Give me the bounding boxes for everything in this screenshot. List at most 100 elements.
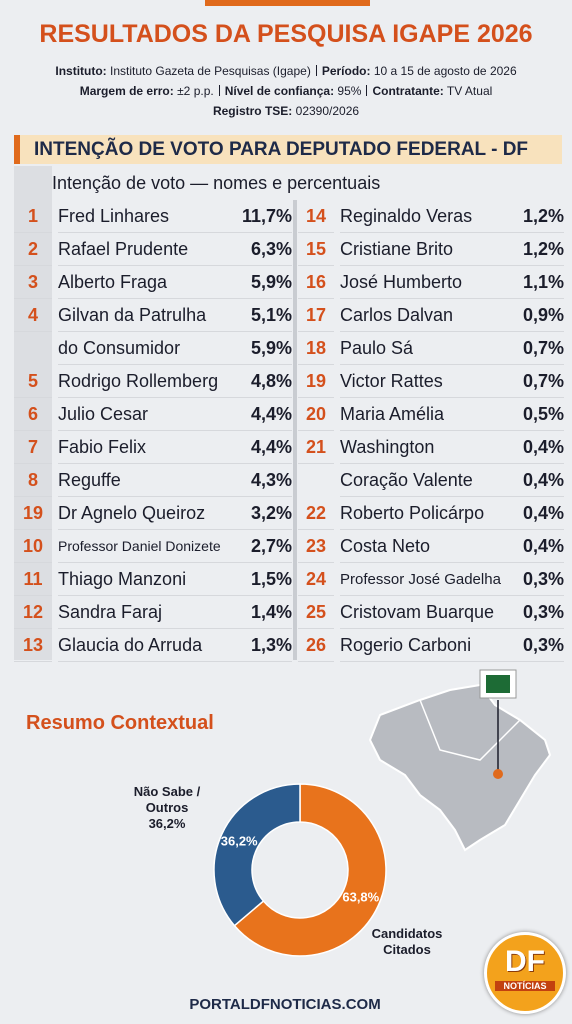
- row-number: 24: [298, 563, 334, 596]
- info-line: Margem de erro: ±2 p.p. Nível de confianç…: [0, 84, 572, 98]
- separator: [366, 85, 368, 96]
- separator: [218, 85, 220, 96]
- candidate-name: Glaucia do Arruda: [58, 629, 230, 662]
- info-line: Instituto: Instituto Gazeta de Pesquisas…: [0, 64, 572, 78]
- candidate-name: Roberto Policárpo: [340, 497, 506, 530]
- row-number: 25: [298, 596, 334, 629]
- row-number: 20: [298, 398, 334, 431]
- slice-label: 36,2%: [221, 833, 258, 848]
- candidate-name: Paulo Sá: [340, 332, 506, 365]
- info-label: Período:: [321, 64, 371, 78]
- candidate-name: Sandra Faraj: [58, 596, 230, 629]
- candidate-value: 0,4%: [506, 530, 564, 563]
- map: [368, 669, 552, 852]
- candidate-name: Victor Rattes: [340, 365, 506, 398]
- info-label: Nível de confiança:: [224, 84, 335, 98]
- num-column: [14, 166, 52, 660]
- donut-slice: [213, 783, 301, 927]
- title: RESULTADOS DA PESQUISA IGAPE 2026: [39, 20, 533, 48]
- category-name: Candidatos Citados: [371, 926, 443, 957]
- info-label: Contratante:: [372, 84, 444, 98]
- row-number: 4: [14, 299, 52, 332]
- logo-bottom: NOTÍCIAS: [495, 981, 555, 991]
- logo-top: DF: [505, 945, 545, 978]
- candidate-value: 3,2%: [230, 497, 292, 530]
- candidate-value: 0,3%: [506, 563, 564, 596]
- outer-label: Não Sabe / Outros 36,2%: [128, 784, 206, 832]
- slice-label: 63,8%: [342, 890, 379, 905]
- separator: [315, 65, 317, 76]
- row-number: 10: [14, 530, 52, 563]
- row-number: 13: [14, 629, 52, 662]
- summary-title: Resumo Contextual: [26, 712, 214, 734]
- candidate-name: Maria Amélia: [340, 398, 506, 431]
- row-number: 3: [14, 266, 52, 299]
- candidate-name: José Humberto: [340, 266, 506, 299]
- candidate-value: 4,4%: [230, 398, 292, 431]
- row-number: 17: [298, 299, 334, 332]
- candidate-value: 1,3%: [230, 629, 292, 662]
- footer-url: PORTALDFNOTICIAS.COM: [189, 996, 381, 1013]
- candidate-name: Cristovam Buarque: [340, 596, 506, 629]
- row-number: 26: [298, 629, 334, 662]
- candidate-name: Fabio Felix: [58, 431, 230, 464]
- candidate-name: Reguffe: [58, 464, 230, 497]
- category-value: 36,2%: [148, 816, 186, 831]
- candidate-value: 0,7%: [506, 365, 564, 398]
- candidate-value: 1,2%: [506, 200, 564, 233]
- row-number: 12: [14, 596, 52, 629]
- candidate-value: 4,4%: [230, 431, 292, 464]
- logo: DF NOTÍCIAS: [484, 932, 566, 1014]
- row-number: 15: [298, 233, 334, 266]
- map-borders: [419, 699, 521, 761]
- info-value: Instituto Gazeta de Pesquisas (Igape): [110, 64, 311, 78]
- candidate-name: Fred Linhares: [58, 200, 230, 233]
- candidate-value: 5,1%: [230, 299, 292, 332]
- row-number: 21: [298, 431, 334, 464]
- candidate-name: Professor Daniel Donizete: [58, 530, 230, 563]
- candidate-name: Rogerio Carboni: [340, 629, 506, 662]
- candidate-name: do Consumidor: [58, 332, 230, 365]
- info-value: 95%: [337, 84, 362, 98]
- row-number: 19: [14, 497, 52, 530]
- row-number: 6: [14, 398, 52, 431]
- candidate-value: 4,3%: [230, 464, 292, 497]
- candidate-name: Rafael Prudente: [58, 233, 230, 266]
- candidate-name: Coração Valente: [340, 464, 506, 497]
- donut-slice: [233, 783, 387, 957]
- candidate-name: Reginaldo Veras: [340, 200, 506, 233]
- row-number: 19: [298, 365, 334, 398]
- candidate-value: 0,4%: [506, 497, 564, 530]
- df-point: [493, 769, 503, 779]
- candidate-name: Dr Agnelo Queiroz: [58, 497, 230, 530]
- candidate-value: 1,5%: [230, 563, 292, 596]
- row-number: 8: [14, 464, 52, 497]
- row-number: 5: [14, 365, 52, 398]
- candidate-name: Julio Cesar: [58, 398, 230, 431]
- candidate-value: 0,7%: [506, 332, 564, 365]
- row-number: 14: [298, 200, 334, 233]
- candidate-name: Washington: [340, 431, 506, 464]
- info-value: TV Atual: [446, 84, 493, 98]
- row-number: 2: [14, 233, 52, 266]
- top-bar: [205, 0, 370, 6]
- candidate-value: 5,9%: [230, 332, 292, 365]
- info-value: 10 a 15 de agosto de 2026: [373, 64, 517, 78]
- candidate-name: Gilvan da Patrulha: [58, 299, 230, 332]
- candidate-name: Rodrigo Rollemberg: [58, 365, 230, 398]
- info-value: ±2 p.p.: [177, 84, 214, 98]
- candidate-value: 0,9%: [506, 299, 564, 332]
- candidate-value: 4,8%: [230, 365, 292, 398]
- donut-chart: 63,8% 36,2%: [213, 783, 387, 957]
- row-number: 23: [298, 530, 334, 563]
- category-name: Não Sabe / Outros: [133, 784, 201, 815]
- candidate-name: Thiago Manzoni: [58, 563, 230, 596]
- candidate-value: 1,2%: [506, 233, 564, 266]
- info-label: Registro TSE:: [212, 104, 293, 118]
- section-title: INTENÇÃO DE VOTO PARA DEPUTADO FEDERAL -…: [14, 135, 562, 164]
- info-label: Margem de erro:: [79, 84, 174, 98]
- candidate-name: Professor José Gadelha: [340, 563, 506, 596]
- candidate-value: 6,3%: [230, 233, 292, 266]
- info-line: Registro TSE: 02390/2026: [0, 104, 572, 118]
